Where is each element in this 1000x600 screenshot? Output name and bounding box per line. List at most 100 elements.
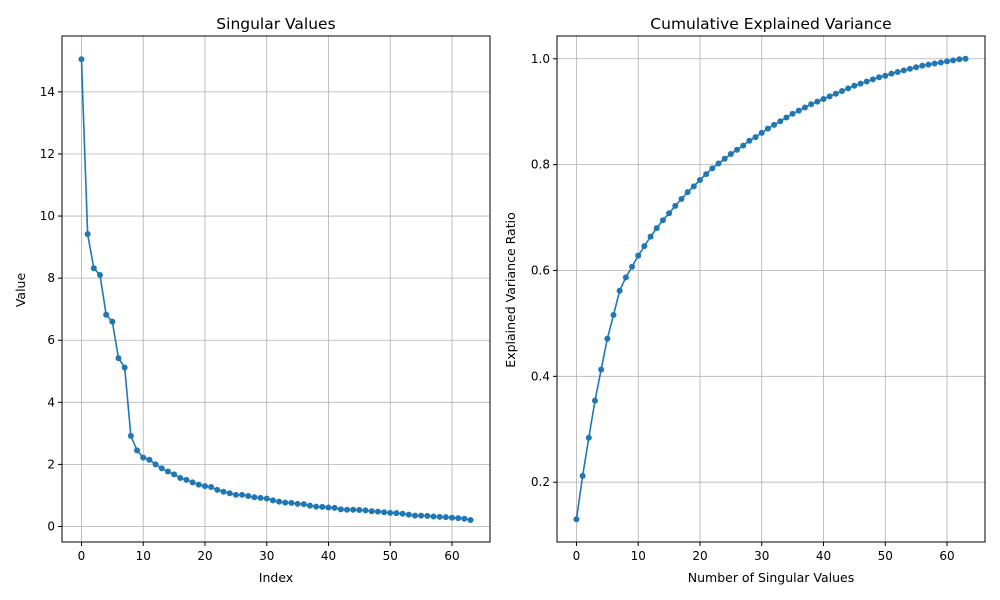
- cumulative-variance-point-32: [771, 121, 778, 128]
- singular-values-point-25: [232, 491, 239, 498]
- singular-values-ytick-label-5: 10: [40, 209, 55, 223]
- singular-values-point-23: [220, 488, 227, 495]
- singular-values-ytick-label-4: 8: [47, 271, 55, 285]
- cumulative-variance-xtick-label-5: 50: [878, 549, 893, 563]
- cumulative-variance-point-38: [808, 101, 815, 108]
- singular-values-point-5: [109, 318, 116, 325]
- cumulative-variance-point-46: [857, 80, 864, 87]
- cumulative-variance-point-18: [684, 189, 691, 196]
- cumulative-variance-point-4: [598, 366, 605, 373]
- singular-values-point-40: [325, 504, 332, 511]
- cumulative-variance-point-28: [746, 137, 753, 144]
- cumulative-variance-point-1: [579, 472, 586, 479]
- cumulative-variance-point-23: [715, 160, 722, 167]
- singular-values-point-0: [78, 56, 85, 63]
- singular-values-panel: Singular Values Index Value 0 10 20 30 40 50 6…: [13, 15, 491, 585]
- cumulative-variance-point-8: [622, 274, 629, 281]
- cumulative-variance-series-line: [575, 57, 966, 520]
- cumulative-variance-point-11: [641, 243, 648, 250]
- singular-values-point-49: [381, 509, 388, 516]
- singular-values-point-57: [430, 513, 437, 520]
- cumulative-variance-xtick-label-0: 0: [573, 549, 581, 563]
- cumulative-variance-point-19: [690, 183, 697, 190]
- cumulative-variance-point-0: [573, 516, 580, 523]
- cumulative-variance-point-47: [863, 78, 870, 85]
- singular-values-point-61: [455, 515, 462, 522]
- cumulative-variance-point-21: [703, 171, 710, 178]
- singular-values-point-45: [356, 507, 363, 514]
- cumulative-variance-point-16: [672, 202, 679, 209]
- cumulative-variance-point-10: [635, 252, 642, 259]
- singular-values-point-19: [195, 481, 202, 488]
- cumulative-variance-point-6: [610, 311, 617, 318]
- singular-values-point-8: [127, 432, 134, 439]
- cumulative-variance-panel: Cumulative Explained Variance Number of …: [503, 15, 986, 585]
- cumulative-variance-point-50: [882, 72, 889, 79]
- cumulative-variance-ytick-label-2: 0.6: [531, 263, 550, 277]
- singular-values-point-20: [201, 483, 208, 490]
- singular-values-point-30: [263, 495, 270, 502]
- singular-values-point-42: [337, 506, 344, 513]
- cumulative-variance-point-7: [616, 287, 623, 294]
- singular-values-xtick-label-6: 60: [444, 549, 459, 563]
- singular-values-point-9: [134, 447, 141, 454]
- singular-values-ytick-label-2: 4: [47, 395, 55, 409]
- cumulative-variance-point-20: [696, 176, 703, 183]
- cumulative-variance-point-14: [659, 217, 666, 224]
- singular-values-point-16: [177, 475, 184, 482]
- singular-values-point-56: [424, 512, 431, 519]
- cumulative-variance-point-33: [777, 118, 784, 125]
- singular-values-xtick-label-0: 0: [78, 549, 86, 563]
- cumulative-variance-point-17: [678, 196, 685, 203]
- singular-values-point-22: [214, 486, 221, 493]
- cumulative-variance-ytick-label-3: 0.8: [531, 158, 550, 172]
- singular-values-point-39: [319, 503, 326, 510]
- cumulative-variance-xtick-label-4: 40: [816, 549, 831, 563]
- cumulative-variance-xtick-label-6: 60: [939, 549, 954, 563]
- singular-values-point-51: [393, 510, 400, 517]
- cumulative-variance-point-55: [913, 64, 920, 71]
- cumulative-variance-point-31: [764, 125, 771, 132]
- singular-values-point-4: [103, 311, 110, 318]
- cumulative-variance-point-54: [906, 65, 913, 72]
- singular-values-xtick-label-1: 10: [136, 549, 151, 563]
- cumulative-variance-point-53: [900, 67, 907, 74]
- singular-values-point-11: [146, 456, 153, 463]
- cumulative-variance-point-63: [962, 55, 969, 62]
- cumulative-variance-point-60: [944, 58, 951, 65]
- singular-values-point-29: [257, 494, 264, 501]
- singular-values-ytick-label-1: 2: [47, 457, 55, 471]
- singular-values-point-26: [239, 491, 246, 498]
- cumulative-variance-point-13: [653, 225, 660, 232]
- singular-values-point-44: [350, 506, 357, 513]
- cumulative-variance-point-36: [795, 107, 802, 114]
- singular-values-point-48: [374, 508, 381, 515]
- cumulative-variance-point-34: [783, 114, 790, 121]
- singular-values-ylabel: Value: [13, 273, 28, 308]
- singular-values-xtick-label-5: 50: [383, 549, 398, 563]
- cumulative-variance-ylabel: Explained Variance Ratio: [503, 212, 518, 367]
- singular-values-point-54: [411, 512, 418, 519]
- cumulative-variance-point-26: [734, 146, 741, 153]
- singular-values-point-52: [399, 510, 406, 517]
- singular-values-ytick-label-6: 12: [40, 147, 55, 161]
- cumulative-variance-point-30: [758, 129, 765, 136]
- cumulative-variance-point-57: [925, 61, 932, 68]
- singular-values-point-59: [442, 514, 449, 521]
- singular-values-point-24: [226, 490, 233, 497]
- singular-values-point-43: [344, 506, 351, 513]
- cumulative-variance-point-37: [801, 104, 808, 111]
- cumulative-variance-point-44: [845, 85, 852, 92]
- singular-values-point-35: [294, 500, 301, 507]
- singular-values-point-2: [90, 265, 97, 272]
- singular-values-point-50: [387, 509, 394, 516]
- cumulative-variance-title: Cumulative Explained Variance: [650, 15, 891, 33]
- cumulative-variance-axes-frame: [556, 35, 986, 543]
- singular-values-point-6: [115, 355, 122, 362]
- singular-values-ytick-label-3: 6: [47, 333, 55, 347]
- cumulative-variance-point-35: [789, 110, 796, 117]
- singular-values-point-37: [306, 502, 313, 509]
- cumulative-variance-point-58: [931, 60, 938, 67]
- cumulative-variance-point-25: [727, 151, 734, 158]
